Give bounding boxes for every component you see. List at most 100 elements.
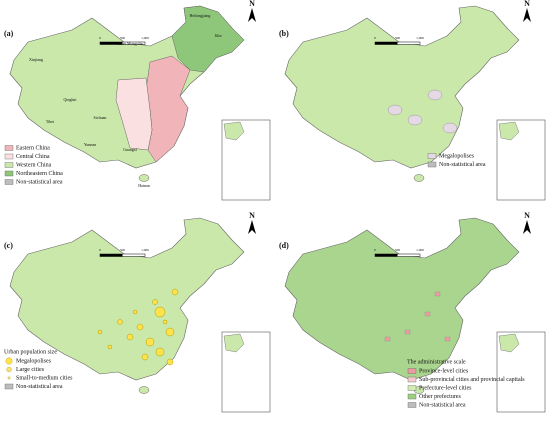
scale-label: 0 (99, 36, 101, 40)
legend-swatch (4, 179, 14, 185)
legend-label: Non-statistical area (16, 179, 63, 185)
legend-label: Eastern China (16, 145, 50, 151)
map-panel: 0 500 1,000 N (c) Urban population size Megalo… (4, 211, 271, 413)
legend-swatch (4, 153, 14, 160)
panel-label: (d) (279, 241, 289, 250)
inset-coast (498, 121, 520, 141)
legend-swatch (4, 170, 14, 177)
north-label: N (249, 0, 255, 8)
legend-swatch (4, 145, 14, 151)
megalopolis-area (427, 89, 443, 101)
island (138, 386, 150, 394)
place-name: Hainan (138, 183, 150, 188)
legend-label: Prefecture-level cities (419, 384, 472, 391)
megalopolis-area (407, 114, 423, 126)
city-marker (117, 319, 123, 325)
legend-swatch (407, 368, 417, 374)
legend-swatch (4, 383, 14, 390)
north-arrow (523, 8, 531, 22)
legend-swatch (427, 161, 437, 168)
legend-swatch (7, 376, 11, 380)
province-city (384, 336, 391, 342)
north-arrow (248, 220, 256, 234)
legend-swatch (407, 402, 417, 408)
scale-label: 0 (99, 248, 101, 252)
city-marker (166, 358, 174, 366)
region-northeast (171, 5, 245, 73)
place-name: Jilin (215, 33, 222, 38)
legend-swatch (407, 393, 417, 400)
scale-label: 500 (395, 248, 401, 252)
legend-label: Other prefectures (419, 393, 461, 400)
city-marker (165, 327, 175, 337)
island (413, 174, 425, 182)
city-marker (155, 347, 165, 357)
place-name: Qinghai (64, 97, 78, 102)
country-outline (9, 217, 245, 381)
legend-swatch (407, 376, 417, 383)
scale-label: 500 (120, 248, 126, 252)
legend-label: Northeastern China (16, 171, 63, 177)
scale-bar-fill (375, 42, 398, 45)
province-city (444, 336, 451, 342)
scale-label: 1,000 (416, 36, 424, 41)
province-city (424, 311, 431, 317)
scale-label: 1,000 (141, 248, 149, 253)
city-marker (141, 353, 149, 361)
inset-coast (498, 333, 520, 353)
scale-label: 0 (374, 36, 376, 40)
place-name: Tibet (46, 119, 55, 124)
province-city (434, 291, 441, 297)
legend-label: Non-statistical area (16, 384, 63, 390)
legend-title: Urban population size (4, 349, 57, 355)
legend-label: Non-statistical area (419, 402, 466, 408)
megalopolis-area (387, 104, 403, 116)
region-east (145, 55, 191, 163)
legend-swatch (427, 153, 437, 159)
legend-label: Province-level cities (419, 368, 469, 374)
legend-label: Non-statistical area (439, 162, 486, 168)
megalopolis-area (442, 122, 458, 134)
city-marker (132, 309, 138, 315)
city-marker (145, 337, 155, 347)
inset-box (221, 119, 271, 201)
north-label: N (524, 211, 530, 220)
legend-label: Megalopolises (16, 358, 52, 364)
legend-label: Large cities (16, 367, 45, 373)
panel-label: (b) (279, 29, 289, 38)
province-city (404, 329, 411, 335)
scale-label: 0 (374, 248, 376, 252)
place-name: Xinjiang (29, 57, 43, 62)
map-panel: 0 500 1,000 N (a) Heilongjiang Jilin Inner Mong… (4, 0, 271, 201)
scale-bar-fill (100, 254, 123, 257)
city-marker (171, 288, 179, 296)
place-name: Inner Mongolia (118, 41, 143, 46)
scale-label: 1,000 (141, 36, 149, 41)
legend-label: Small-to-medium cities (16, 375, 73, 381)
country-outline (284, 5, 520, 169)
scale-bar-fill (100, 42, 123, 45)
city-marker (162, 319, 168, 325)
city-marker (154, 306, 166, 318)
inset-coast (223, 121, 245, 141)
scale-bar-fill (375, 254, 398, 257)
region-central (115, 77, 153, 151)
north-label: N (249, 211, 255, 220)
legend-swatch (5, 357, 13, 365)
scale-label: 1,000 (416, 248, 424, 253)
legend-title: The administrative scale (407, 359, 466, 365)
legend-label: Western China (16, 162, 52, 168)
city-marker (97, 329, 103, 335)
legend-label: Sub-provincial cities and provincial cap… (419, 377, 525, 383)
city-marker (126, 333, 134, 341)
north-arrow (248, 8, 256, 22)
country-outline (284, 217, 520, 381)
scale-label: 500 (395, 36, 401, 40)
place-name: Sichuan (94, 115, 107, 120)
place-name: Guangxi (123, 147, 138, 152)
legend-label: Megalopolises (439, 153, 475, 159)
north-label: N (524, 0, 530, 8)
place-name: Heilongjiang (190, 13, 211, 18)
city-marker (136, 323, 144, 331)
